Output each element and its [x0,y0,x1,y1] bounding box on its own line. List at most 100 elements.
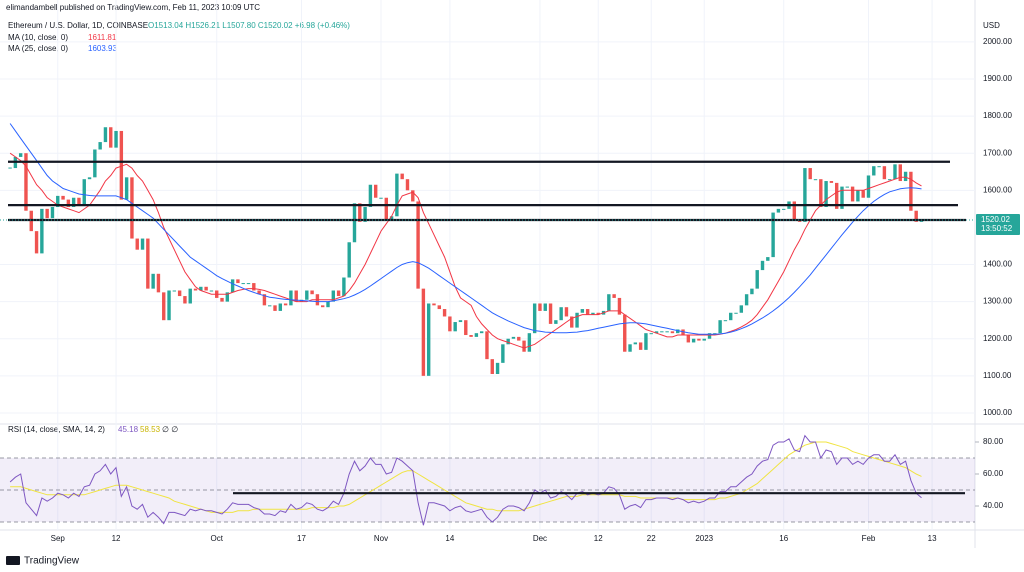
candle [199,286,203,291]
candle [596,312,600,315]
candle [130,177,134,239]
candle [326,301,330,308]
candle [177,290,182,297]
y-tick-label: 1400.00 [983,260,1012,269]
candle [554,320,558,324]
candle [543,303,547,311]
x-tick-label: 12 [594,534,603,543]
y-tick-label: 1100.00 [983,371,1012,380]
candle [262,294,267,306]
candle [845,186,849,188]
candle [803,168,807,222]
candle [66,199,71,208]
x-tick-label: 16 [779,534,788,543]
candle [739,305,744,313]
candle [850,186,855,202]
candle [612,294,616,298]
legend-ma10-value: 1611.81 [88,33,117,42]
candle [522,340,526,352]
y-tick-label: 1300.00 [983,297,1012,306]
candle [702,338,706,341]
rsi-flags: ∅ ∅ [162,425,178,434]
candle [225,292,230,302]
candle [707,333,712,339]
rsi-tick-label: 60.00 [983,469,1004,478]
x-tick-label: 12 [112,534,121,543]
candle [527,333,532,352]
candle [887,179,892,181]
candle [591,312,595,315]
candle [495,362,500,374]
x-tick-label: 14 [445,534,454,543]
candle [416,201,420,289]
candle [723,320,728,322]
candle [188,288,192,304]
x-tick-label: 22 [647,534,656,543]
candle [782,208,786,210]
candle [829,181,834,183]
rsi-value: 45.18 [118,425,139,434]
candle [506,338,510,345]
candle [56,195,60,208]
candle [103,127,108,143]
indicator-line [9,434,922,526]
ohlc: O1513.04 H1526.21 L1507.80 C1520.02 +6.9… [148,21,350,30]
candle [872,166,876,176]
logo-mark [6,556,20,565]
x-tick-label: Dec [533,534,547,543]
candle [882,166,887,180]
candle [246,283,251,285]
symbol: Ethereum / U.S. Dollar, 1D, COINBASE [8,21,148,30]
candle [771,212,775,258]
candle [840,186,844,209]
candle [426,303,431,376]
candle [18,153,23,157]
candle [474,333,479,337]
x-tick-label: Feb [862,534,876,543]
candle [400,173,404,180]
candle [34,231,39,254]
candle [750,288,754,295]
candle [713,333,717,335]
candle [729,312,733,321]
candle [458,320,463,323]
candle [432,303,436,306]
candle [660,331,664,333]
candle [792,201,797,220]
candle [119,130,124,200]
candle [294,290,298,302]
candle [87,177,92,180]
x-tick-label: 13 [928,534,937,543]
candle [268,305,272,307]
candle [453,322,457,332]
candle [24,153,28,211]
candle [485,331,489,360]
candle [665,331,669,333]
candle [379,197,383,199]
candle [421,288,426,376]
candle [331,290,336,302]
candle [501,344,505,363]
candle [358,203,362,222]
candle [336,290,341,297]
candle [384,197,388,220]
x-tick-label: Sep [51,534,66,543]
candle [289,290,293,306]
rsi-legend: RSI (14, close, SMA, 14, 2) [8,425,105,434]
y-tick-label: 1800.00 [983,111,1012,120]
rsi-tick-label: 80.00 [983,437,1004,446]
x-tick-label: 2023 [695,534,713,543]
candle [744,294,749,306]
candle [766,257,770,261]
candle [77,197,81,206]
candle [649,333,653,335]
candle [676,329,680,334]
candle [257,290,261,295]
candle [718,320,722,334]
candle [363,207,367,222]
candle [405,179,410,191]
candle [93,149,97,178]
x-tick-label: Nov [374,534,388,543]
candle [389,216,394,220]
candle [252,283,256,291]
